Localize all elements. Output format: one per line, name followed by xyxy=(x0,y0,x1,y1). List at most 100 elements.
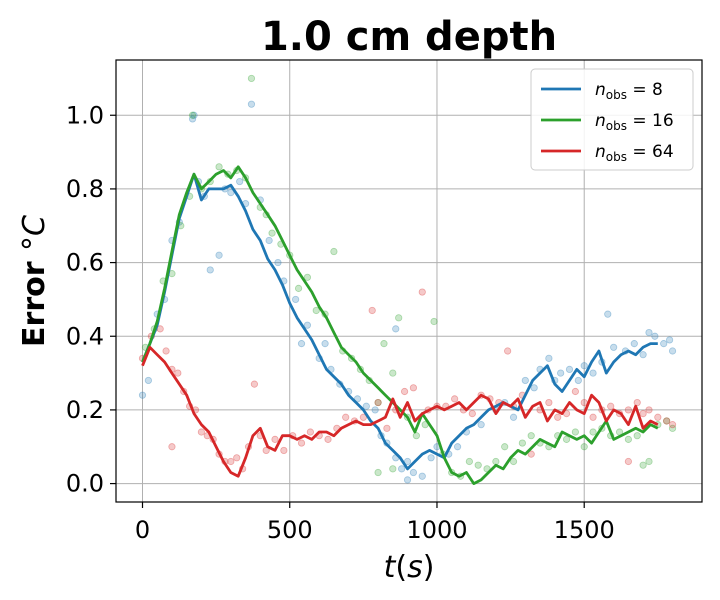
scatter-point xyxy=(389,369,397,377)
scatter-point xyxy=(545,354,553,362)
scatter-point xyxy=(554,413,562,421)
scatter-point xyxy=(477,421,485,429)
plot-frame xyxy=(115,59,703,503)
scatter-point xyxy=(303,273,312,281)
scatter-point xyxy=(383,424,391,432)
scatter-point xyxy=(624,435,632,443)
scatter-point xyxy=(250,380,259,388)
scatter-point xyxy=(398,465,406,473)
scatter-point xyxy=(312,306,320,315)
x-tick-label: 0 xyxy=(135,516,150,544)
scatter-point xyxy=(374,398,382,407)
scatter-point xyxy=(262,446,270,455)
scatter-point xyxy=(174,369,182,377)
chart-title: 1.0 cm depth xyxy=(261,14,557,60)
scatter-point xyxy=(190,111,198,119)
scatter-point xyxy=(303,321,312,329)
scatter-point xyxy=(400,387,409,396)
scatter-point xyxy=(527,450,535,458)
scatter-point xyxy=(574,376,582,385)
scatter-point xyxy=(144,376,152,385)
scatter-point xyxy=(359,413,367,421)
scatter-point xyxy=(395,314,403,322)
scatter-point xyxy=(453,443,462,451)
scatter-point xyxy=(663,417,671,425)
y-tick-label: 0.6 xyxy=(66,249,104,277)
scatter-point xyxy=(236,177,244,186)
x-axis-label-text: t(s) xyxy=(384,550,435,585)
scatter-point xyxy=(557,369,565,377)
scatter-point xyxy=(468,409,476,418)
scatter-point xyxy=(392,325,400,333)
x-tick-label: 1500 xyxy=(554,516,615,544)
series-lines xyxy=(141,165,659,486)
y-tick-label: 0.4 xyxy=(66,322,104,350)
scatter-point xyxy=(427,454,435,462)
scatter-point xyxy=(215,163,223,171)
scatter-point xyxy=(639,409,647,418)
scatter-point xyxy=(589,369,597,377)
scatter-point xyxy=(645,328,653,337)
x-tick-label: 1000 xyxy=(406,516,467,544)
scatter-point xyxy=(247,74,256,83)
legend: nobs = 8 nobs = 16 nobs = 64 xyxy=(530,68,694,171)
scatter-point xyxy=(571,428,579,436)
scatter-point xyxy=(633,398,641,407)
scatter-point xyxy=(412,432,420,440)
scatter-point xyxy=(321,340,329,348)
series-line xyxy=(141,172,658,471)
legend-box xyxy=(530,68,694,171)
scatter-point xyxy=(374,468,382,477)
scatter-point xyxy=(138,391,147,399)
scatter-point xyxy=(227,457,235,466)
scatter-point xyxy=(545,398,553,407)
scatter-point xyxy=(668,421,677,429)
scatter-point xyxy=(474,461,482,469)
scatter-point xyxy=(297,439,306,447)
scatter-point xyxy=(233,454,241,462)
scatter-point xyxy=(271,435,279,443)
scatter-point xyxy=(430,317,438,326)
scatter-point xyxy=(580,362,588,370)
scatter-point xyxy=(409,384,418,392)
scatter-point xyxy=(374,398,382,407)
y-tick-label: 0.0 xyxy=(66,470,104,498)
scatter-point xyxy=(362,402,370,410)
scatter-point xyxy=(368,306,376,315)
scatter-point xyxy=(504,347,512,355)
scatter-point xyxy=(639,351,647,359)
scatter-point xyxy=(666,336,674,344)
y-tick-label: 0.8 xyxy=(66,175,104,203)
scatter-point xyxy=(660,340,668,348)
scatter-point xyxy=(492,457,500,466)
scatter-point xyxy=(607,402,615,410)
legend-label: nobs = 64 xyxy=(595,142,674,164)
scatter-point xyxy=(294,284,303,292)
scatter-point xyxy=(589,413,597,421)
scatter-point xyxy=(668,347,677,355)
scatter-point xyxy=(280,446,288,455)
scatter-point xyxy=(342,413,350,421)
scatter-point xyxy=(197,428,205,436)
scatter-point xyxy=(604,310,612,318)
scatter-point xyxy=(324,435,332,443)
y-tick-label: 1.0 xyxy=(66,101,104,129)
scatter-point xyxy=(274,258,282,267)
scatter-point xyxy=(639,461,647,469)
scatter-point xyxy=(247,100,256,108)
scatter-point xyxy=(654,413,662,421)
scatter-point xyxy=(530,384,538,392)
scatter-point xyxy=(521,376,529,385)
scatter-point xyxy=(580,443,588,451)
y-tick-label: 0.2 xyxy=(66,396,104,424)
scatter-point xyxy=(168,443,176,451)
scatter-point xyxy=(292,295,300,304)
scatter-point xyxy=(645,457,653,466)
scatter-point xyxy=(645,406,653,414)
scatter-point xyxy=(518,439,526,447)
axis-ticks: 0 500 1000 1500 0.0 0.2 0.4 0.6 0.8 1.0 xyxy=(66,101,615,544)
scatter-point xyxy=(465,457,473,466)
scatter-point xyxy=(633,432,641,440)
scatter-point xyxy=(562,435,571,443)
